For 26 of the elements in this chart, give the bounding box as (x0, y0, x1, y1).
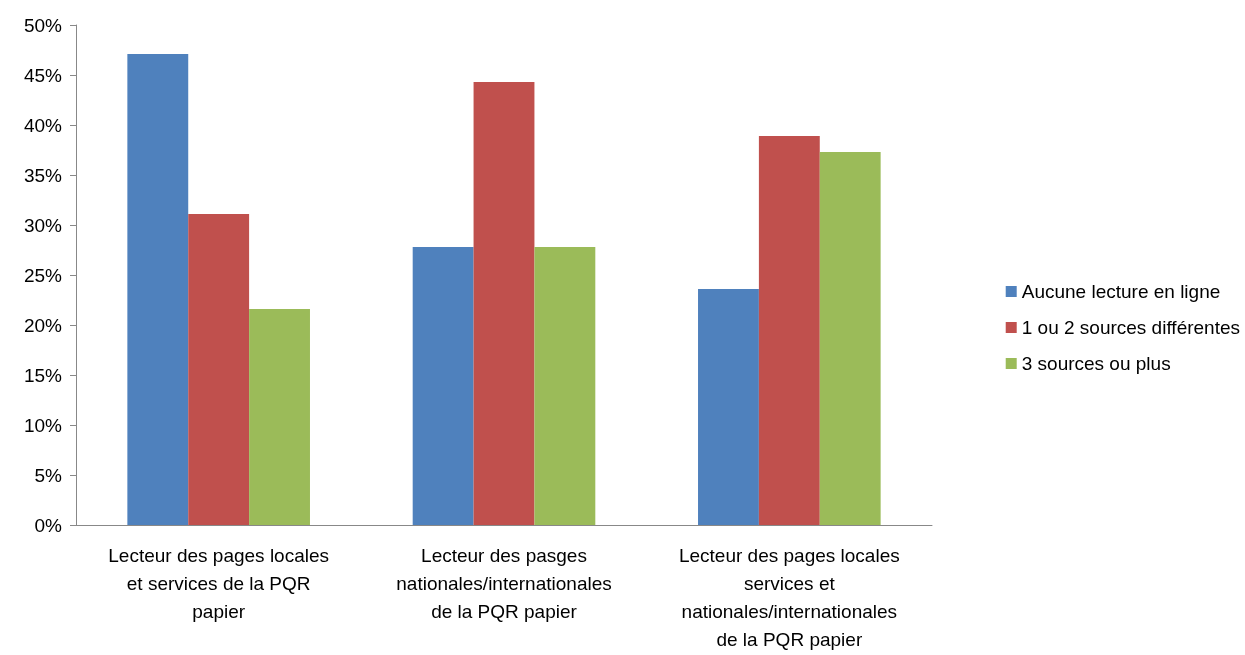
bar (188, 214, 250, 525)
legend-label: 3 sources ou plus (1021, 353, 1171, 374)
y-tick-label: 45% (23, 64, 63, 86)
y-tick-label: 35% (23, 164, 63, 186)
bar (412, 247, 474, 525)
bar (127, 54, 189, 525)
legend-label: Aucune lecture en ligne (1021, 281, 1221, 302)
bar (534, 247, 596, 525)
y-tick-label: 20% (23, 314, 63, 336)
y-tick-label: 15% (23, 364, 63, 386)
y-tick-label: 10% (23, 414, 63, 436)
y-tick-label: 5% (34, 464, 63, 486)
x-tick-label: Lecteur des pages locales et services de la PQR papier (108, 544, 330, 622)
bar (473, 82, 535, 525)
y-tick-label: 0% (34, 514, 63, 536)
bar (249, 309, 310, 525)
bar (758, 136, 820, 525)
y-tick-label: 25% (23, 264, 63, 286)
bar (698, 289, 759, 525)
bar (819, 152, 881, 525)
x-tick-label: Lecteur des pages locales services et nationales/internationales de la PQR papier (678, 544, 900, 650)
y-tick-label: 40% (23, 114, 63, 136)
y-tick-label: 50% (23, 14, 63, 36)
x-tick-label: Lecteur des pasges nationales/internationales de la PQR papier (396, 544, 612, 622)
y-tick-label: 30% (23, 214, 63, 236)
legend-label: 1 ou 2 sources différentes (1021, 317, 1241, 338)
